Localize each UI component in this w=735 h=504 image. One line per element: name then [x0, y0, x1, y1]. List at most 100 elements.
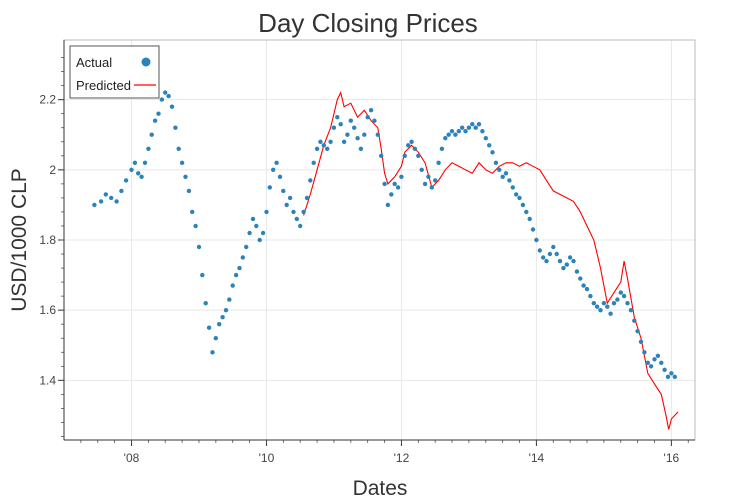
actual-point	[493, 160, 499, 165]
actual-point	[416, 153, 421, 158]
actual-point	[200, 272, 205, 278]
actual-point	[358, 146, 364, 151]
actual-point	[186, 188, 192, 194]
actual-point	[615, 297, 620, 302]
actual-point	[628, 308, 634, 313]
actual-point	[139, 174, 144, 179]
actual-point	[409, 139, 414, 144]
actual-point	[480, 129, 485, 134]
actual-point	[281, 188, 286, 194]
actual-point	[328, 139, 333, 144]
actual-point	[429, 185, 434, 190]
actual-point	[103, 192, 109, 197]
actual-point	[642, 350, 647, 355]
actual-point	[142, 160, 148, 165]
grid	[64, 40, 695, 440]
actual-point	[453, 132, 458, 137]
actual-point	[581, 283, 586, 288]
actual-point	[571, 258, 576, 264]
actual-point	[355, 136, 360, 141]
actual-point	[352, 125, 357, 130]
actual-point	[136, 171, 141, 176]
y-tick-label: 1.6	[39, 303, 56, 317]
actual-point	[412, 146, 418, 151]
predicted-series	[303, 90, 679, 430]
actual-point	[183, 174, 188, 179]
actual-point	[422, 181, 428, 187]
actual-point	[375, 132, 380, 137]
actual-point	[341, 139, 347, 144]
actual-point	[669, 371, 674, 376]
actual-point	[591, 301, 596, 306]
x-tick-label: '08	[124, 451, 140, 465]
actual-point	[625, 301, 630, 306]
actual-point	[655, 353, 661, 358]
actual-point	[176, 146, 181, 151]
actual-point	[632, 318, 637, 323]
chart-title: Day Closing Prices	[258, 8, 478, 38]
actual-point	[497, 167, 502, 172]
actual-point	[152, 118, 158, 123]
actual-point	[402, 153, 407, 158]
actual-point	[648, 364, 654, 369]
actual-point	[578, 276, 583, 281]
actual-point	[267, 185, 272, 190]
actual-point	[298, 223, 303, 229]
actual-point	[335, 115, 340, 120]
actual-point	[503, 171, 509, 176]
actual-point	[146, 146, 151, 151]
actual-point	[436, 160, 441, 165]
y-tick-label: 2	[49, 163, 56, 177]
actual-point	[294, 216, 299, 222]
actual-point	[466, 125, 472, 130]
actual-point	[520, 202, 526, 208]
y-tick-label: 2.2	[39, 93, 56, 107]
actual-point	[433, 178, 438, 183]
actual-point	[483, 136, 488, 141]
actual-point	[487, 143, 492, 148]
actual-point	[601, 301, 607, 306]
actual-point	[119, 188, 124, 194]
actual-point	[149, 132, 154, 137]
actual-point	[608, 311, 613, 316]
actual-point	[389, 192, 394, 197]
actual-point	[345, 132, 350, 137]
actual-point	[392, 181, 397, 187]
actual-point	[379, 153, 384, 158]
actual-point	[476, 122, 482, 127]
actual-point	[662, 367, 667, 372]
actual-point	[240, 255, 245, 260]
actual-point	[500, 174, 505, 179]
actual-point	[163, 90, 168, 95]
actual-point	[406, 143, 411, 148]
actual-point	[611, 301, 617, 306]
actual-point	[179, 160, 185, 165]
actual-point	[665, 374, 671, 379]
actual-point	[114, 199, 119, 204]
actual-point	[362, 132, 367, 137]
actual-point	[277, 174, 283, 179]
actual-point	[524, 209, 529, 215]
actual-point	[156, 111, 161, 116]
actual-point	[584, 286, 590, 292]
actual-point	[490, 150, 495, 155]
actual-point	[551, 244, 556, 250]
actual-point	[254, 223, 259, 229]
actual-point	[470, 122, 475, 127]
actual-point	[645, 360, 650, 365]
actual-point	[308, 178, 313, 183]
actual-point	[190, 209, 195, 215]
actual-point	[304, 195, 310, 201]
actual-point	[325, 146, 330, 151]
legend-box	[69, 45, 160, 99]
actual-point	[449, 129, 455, 134]
actual-point	[672, 374, 677, 379]
actual-point	[473, 125, 478, 130]
actual-point	[247, 230, 252, 236]
actual-point	[223, 308, 229, 313]
actual-point	[598, 308, 603, 313]
actual-point	[220, 315, 225, 320]
actual-point	[419, 167, 424, 172]
actual-point	[284, 202, 289, 208]
legend-label-predicted: Predicted	[76, 78, 131, 93]
